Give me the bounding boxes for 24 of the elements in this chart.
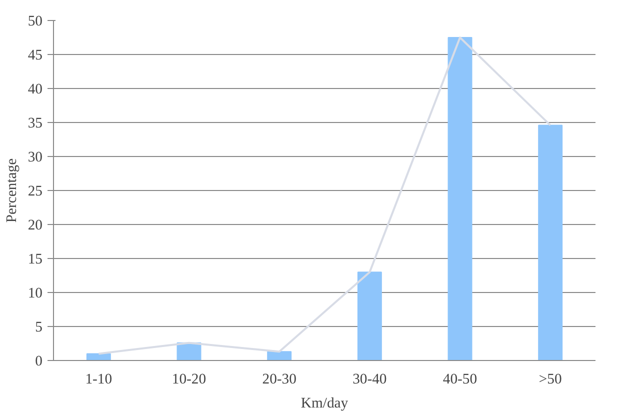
y-tick-label: 50 bbox=[28, 14, 42, 30]
x-tick-label: 40-50 bbox=[442, 372, 478, 388]
y-tick-label: 25 bbox=[28, 184, 42, 200]
y-tick-label: 40 bbox=[28, 82, 42, 98]
y-tick-label: 10 bbox=[28, 286, 42, 302]
y-axis-title: Percentage bbox=[4, 158, 20, 223]
x-tick-label: >50 bbox=[538, 372, 562, 388]
y-tick-label: 35 bbox=[28, 116, 42, 132]
y-tick-label: 5 bbox=[35, 320, 42, 336]
x-axis-title: Km/day bbox=[300, 396, 349, 412]
x-tick-label: 30-40 bbox=[352, 372, 387, 388]
y-tick-label: 30 bbox=[28, 150, 42, 166]
bar bbox=[448, 37, 472, 360]
y-tick-label: 0 bbox=[35, 354, 42, 370]
y-tick-label: 45 bbox=[28, 48, 42, 64]
bar bbox=[267, 351, 292, 360]
bar bbox=[538, 124, 563, 360]
y-tick-label: 20 bbox=[28, 218, 42, 234]
y-tick-label: 15 bbox=[28, 252, 42, 268]
x-tick-label: 1-10 bbox=[85, 372, 112, 388]
x-tick-label: 20-30 bbox=[262, 372, 296, 388]
x-tick-label: 10-20 bbox=[172, 372, 206, 388]
line-series bbox=[98, 36, 552, 355]
bar bbox=[357, 272, 382, 360]
